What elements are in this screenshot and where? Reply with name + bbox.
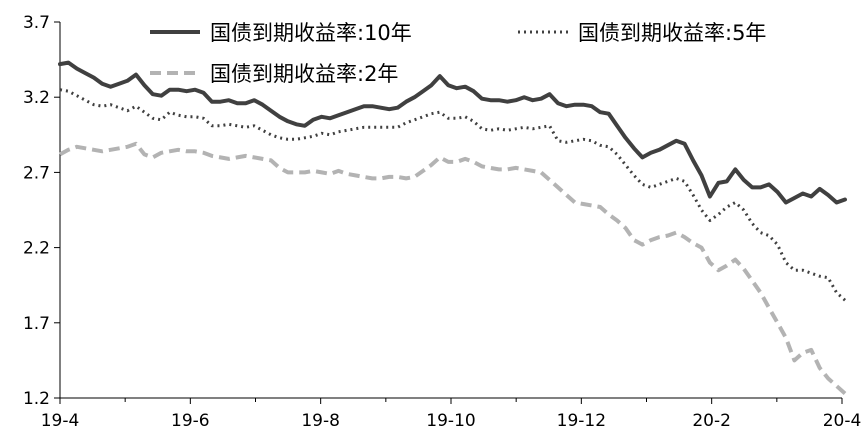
x-tick-label: 19-6: [171, 411, 210, 431]
x-tick-label: 19-8: [301, 411, 340, 431]
x-axis: 19-4 19-6 19-8 19-10 19-12 20-2 20-4: [41, 397, 862, 431]
y-tick-label: 3.2: [23, 88, 50, 108]
y-tick-label: 2.2: [23, 239, 50, 259]
y-tick-label: 2.7: [23, 163, 50, 183]
series-line-1: [59, 88, 846, 302]
x-tick-label: 19-4: [41, 411, 80, 431]
y-tick-label: 1.7: [23, 314, 50, 334]
y-tick-label: 3.7: [23, 13, 50, 33]
legend-label-2y: 国债到期收益率:2年: [210, 62, 398, 86]
series-line-0: [58, 60, 847, 205]
legend-item-10y: 国债到期收益率:10年: [150, 21, 412, 45]
legend: 国债到期收益率:10年 国债到期收益率:5年 国债到期收益率:2年: [150, 21, 766, 86]
y-axis: 3.7 3.2 2.7 2.2 1.7 1.2: [23, 13, 61, 409]
series-layer: [58, 60, 847, 395]
series-line-2: [59, 141, 847, 395]
x-tick-label: 19-12: [557, 411, 606, 431]
x-tick-label: 19-10: [426, 411, 475, 431]
x-tick-label: 20-4: [823, 411, 862, 431]
legend-item-5y: 国债到期收益率:5年: [518, 21, 766, 45]
legend-item-2y: 国债到期收益率:2年: [150, 62, 398, 86]
x-tick-label: 20-2: [692, 411, 731, 431]
y-tick-label: 1.2: [23, 389, 50, 409]
legend-label-10y: 国债到期收益率:10年: [210, 21, 412, 45]
legend-label-5y: 国债到期收益率:5年: [578, 21, 766, 45]
